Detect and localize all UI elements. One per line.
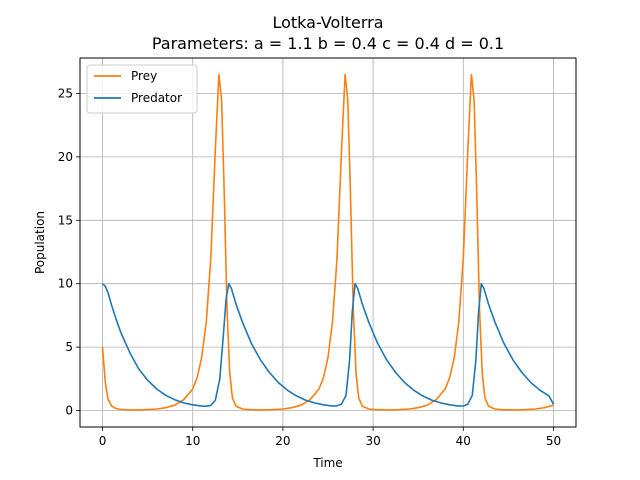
- y-tick-label-2: 10: [58, 277, 73, 291]
- chart-title: Lotka-Volterra: [272, 13, 383, 32]
- series-line-predator: [101, 282, 555, 407]
- x-tick-label-4: 40: [456, 434, 471, 448]
- legend-label-predator: Predator: [131, 91, 182, 105]
- grid-lines: [80, 58, 576, 427]
- legend: Prey Predator: [86, 64, 198, 114]
- x-tick-label-0: 0: [99, 434, 107, 448]
- x-tick-label-1: 10: [185, 434, 200, 448]
- y-tick-label-3: 15: [58, 213, 73, 227]
- y-tick-label-5: 25: [58, 87, 73, 101]
- chart-subtitle: Parameters: a = 1.1 b = 0.4 c = 0.4 d = …: [152, 34, 504, 53]
- plot-area: [80, 58, 576, 427]
- x-axis-ticks: 0 10 20 30 40 50: [99, 427, 561, 448]
- plot-frame: [79, 57, 577, 428]
- x-tick-label-3: 30: [365, 434, 380, 448]
- y-tick-label-0: 0: [65, 404, 73, 418]
- y-axis-label: Population: [33, 211, 47, 274]
- x-tick-label-5: 50: [546, 434, 561, 448]
- x-axis-label: Time: [312, 456, 342, 470]
- legend-box: [86, 64, 198, 114]
- legend-label-prey: Prey: [131, 69, 157, 83]
- y-tick-label-1: 5: [65, 340, 73, 354]
- y-tick-label-4: 20: [58, 150, 73, 164]
- x-tick-label-2: 20: [275, 434, 290, 448]
- y-axis-ticks: 0 5 10 15 20 25: [58, 87, 80, 418]
- series-layer: [101, 73, 555, 411]
- series-line-prey: [101, 73, 554, 411]
